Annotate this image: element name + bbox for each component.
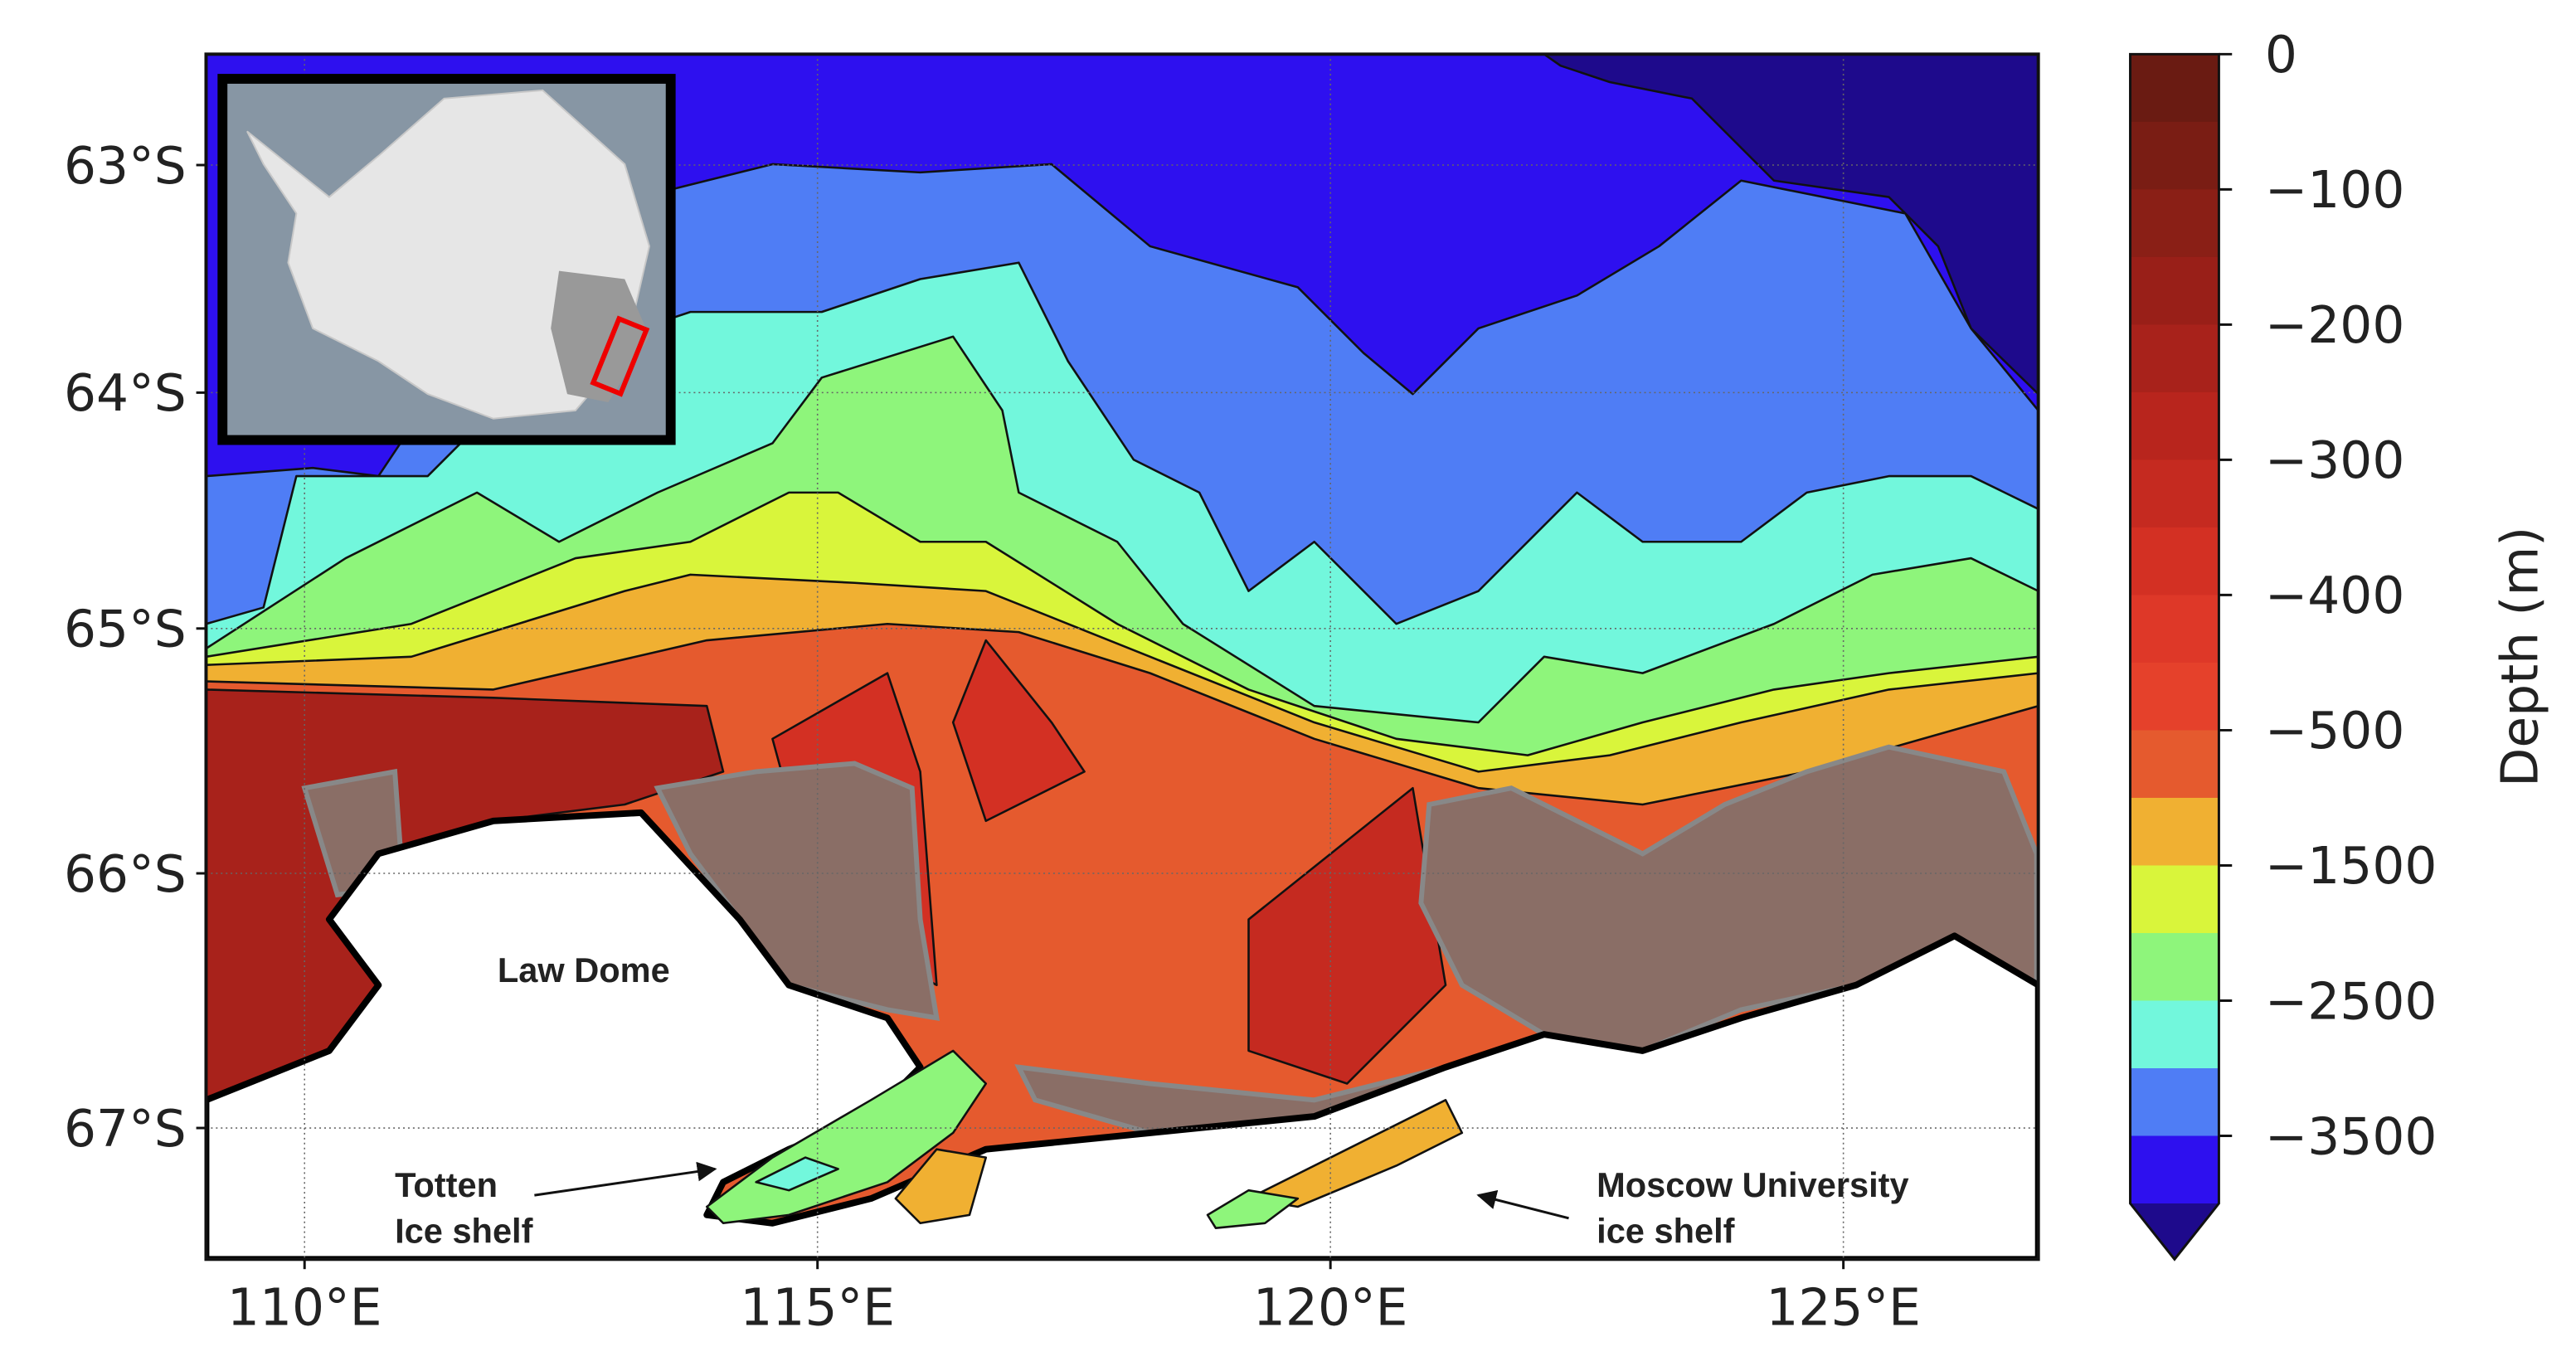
colorbar-band	[2130, 189, 2219, 258]
colorbar-tick-label: −200	[2265, 296, 2405, 355]
colorbar-extend	[2130, 1203, 2219, 1260]
shelf-band	[951, 639, 1086, 823]
colorbar-band	[2130, 54, 2219, 123]
colorbar-band	[2130, 730, 2219, 799]
colorbar-band	[2130, 459, 2219, 528]
colorbar-tick-label: −3500	[2265, 1107, 2437, 1166]
colorbar-band	[2130, 1135, 2219, 1205]
colorbar-band	[2130, 932, 2219, 1002]
totten-shelf	[894, 1148, 988, 1225]
x-tick-label: 110°E	[227, 1279, 382, 1338]
colorbar-tick-label: −400	[2265, 566, 2405, 625]
colorbar-tick-label: −500	[2265, 702, 2405, 761]
x-tick-label: 125°E	[1766, 1279, 1921, 1338]
colorbar-band	[2130, 1067, 2219, 1137]
colorbar-tick-label: −1500	[2265, 837, 2437, 896]
colorbar-tick-label: −100	[2265, 161, 2405, 220]
moscow-shelf	[1206, 1189, 1300, 1230]
colorbar-band	[2130, 1000, 2219, 1069]
inset-box	[590, 315, 650, 397]
map-frame	[204, 52, 2040, 1261]
colorbar-tick-label: 0	[2265, 26, 2297, 85]
colorbar-band	[2130, 662, 2219, 732]
colorbar-band	[2130, 527, 2219, 596]
annotation: Moscow University	[1597, 1165, 1908, 1204]
antarctica	[246, 89, 650, 420]
land	[206, 809, 2039, 1260]
x-tick-label: 115°E	[740, 1279, 895, 1338]
y-tick-label: 66°S	[64, 845, 187, 904]
totten-shelf	[755, 1156, 839, 1192]
colorbar-band	[2130, 865, 2219, 934]
colorbar-band	[2130, 391, 2219, 461]
moscow-shelf	[1247, 1099, 1464, 1208]
abyss-region	[1543, 54, 2039, 396]
colorbar-band	[2130, 595, 2219, 664]
y-tick-label: 63°S	[64, 137, 187, 196]
y-tick-label: 65°S	[64, 600, 187, 659]
annotation: Ice shelf	[395, 1212, 532, 1251]
arrow	[534, 1161, 717, 1197]
annotation: ice shelf	[1597, 1212, 1734, 1251]
colorbar-tick-label: −300	[2265, 431, 2405, 490]
y-tick-label: 67°S	[64, 1100, 187, 1159]
colorbar-band	[2130, 324, 2219, 393]
shelf-band	[1247, 786, 1447, 1085]
colorbar-frame	[2129, 52, 2220, 1261]
colorbar-band	[2130, 797, 2219, 867]
y-tick-label: 64°S	[64, 364, 187, 423]
colorbar-tick-label: −2500	[2265, 972, 2437, 1031]
inset	[217, 74, 676, 445]
annotation: Law Dome	[498, 950, 670, 989]
colorbar-label: Depth (m)	[2491, 527, 2549, 787]
colorbar-band	[2130, 256, 2219, 326]
inset-region	[551, 270, 649, 402]
annotations: Law Dome Totten Ice shelf Moscow Univers…	[395, 950, 1909, 1251]
arrow	[1476, 1189, 1569, 1220]
x-tick-label: 120°E	[1253, 1279, 1408, 1338]
colorbar: 0 −100 −200 −300 −400 −500 −1500 −2500 −3500	[2129, 26, 2437, 1261]
colorbar-band	[2130, 121, 2219, 191]
annotation: Totten	[395, 1165, 498, 1204]
